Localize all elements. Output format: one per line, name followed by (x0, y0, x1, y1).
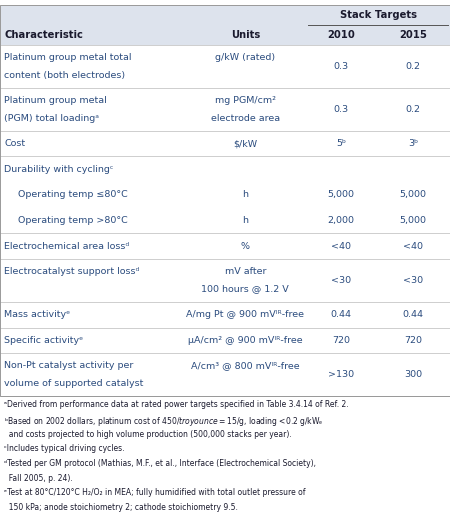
Text: 0.2: 0.2 (405, 62, 420, 71)
Text: μA/cm² @ 900 mVᴵᴿ-free: μA/cm² @ 900 mVᴵᴿ-free (188, 336, 302, 345)
Text: electrode area: electrode area (211, 114, 280, 123)
Bar (0, 302, 450, 327)
Text: 5,000: 5,000 (328, 190, 355, 199)
Text: Mass activityᵉ: Mass activityᵉ (4, 310, 71, 319)
Text: 720: 720 (332, 336, 350, 345)
Text: Platinum group metal: Platinum group metal (4, 96, 107, 105)
Text: 2010: 2010 (327, 30, 355, 40)
Bar (0, 327, 450, 353)
Text: ᵃDerived from performance data at rated power targets specified in Table 3.4.14 : ᵃDerived from performance data at rated … (4, 400, 349, 409)
Text: h: h (242, 190, 248, 199)
Bar (0, 131, 450, 157)
Text: <30: <30 (403, 276, 423, 285)
Text: Fall 2005, p. 24).: Fall 2005, p. 24). (4, 473, 73, 482)
Bar (0, 5, 450, 396)
Text: and costs projected to high volume production (500,000 stacks per year).: and costs projected to high volume produ… (4, 430, 292, 439)
Text: Durability with cyclingᶜ: Durability with cyclingᶜ (4, 165, 114, 174)
Bar (0, 233, 450, 259)
Text: 0.3: 0.3 (333, 62, 348, 71)
Text: g/kW (rated): g/kW (rated) (215, 53, 275, 62)
Bar (0, 45, 450, 88)
Text: 0.44: 0.44 (402, 310, 423, 319)
Text: Characteristic: Characteristic (4, 30, 83, 40)
Text: Non-Pt catalyst activity per: Non-Pt catalyst activity per (4, 361, 134, 370)
Text: A/cm³ @ 800 mVᴵᴿ-free: A/cm³ @ 800 mVᴵᴿ-free (191, 361, 300, 370)
Text: <40: <40 (403, 242, 423, 251)
Text: A/mg Pt @ 900 mVᴵᴿ-free: A/mg Pt @ 900 mVᴵᴿ-free (186, 310, 304, 319)
Text: 5,000: 5,000 (400, 216, 427, 225)
Bar (0, 353, 450, 396)
Text: 5ᵇ: 5ᵇ (336, 139, 346, 148)
Text: <30: <30 (331, 276, 351, 285)
Text: Platinum group metal total: Platinum group metal total (4, 53, 132, 62)
Text: content (both electrodes): content (both electrodes) (4, 71, 126, 80)
Text: 0.44: 0.44 (330, 310, 351, 319)
Text: Electrocatalyst support lossᵈ: Electrocatalyst support lossᵈ (4, 267, 140, 276)
Text: ᶜIncludes typical driving cycles.: ᶜIncludes typical driving cycles. (4, 444, 125, 453)
Text: Operating temp ≤80°C: Operating temp ≤80°C (18, 190, 128, 199)
Text: Cost: Cost (4, 139, 26, 148)
Text: volume of supported catalyst: volume of supported catalyst (4, 379, 144, 388)
Bar (0, 208, 450, 233)
Text: h: h (242, 216, 248, 225)
Text: (PGM) total loadingᵃ: (PGM) total loadingᵃ (4, 114, 99, 123)
Text: mg PGM/cm²: mg PGM/cm² (215, 96, 276, 105)
Text: <40: <40 (331, 242, 351, 251)
Bar (0, 259, 450, 302)
Text: Electrochemical area lossᵈ: Electrochemical area lossᵈ (4, 242, 130, 251)
Text: >130: >130 (328, 370, 354, 379)
Text: 300: 300 (404, 370, 422, 379)
Text: ᵇBased on 2002 dollars, platinum cost of $450 / troy ounce = $15/g, loading <0.2: ᵇBased on 2002 dollars, platinum cost of… (4, 415, 324, 428)
Text: 5,000: 5,000 (400, 190, 427, 199)
Text: 2,000: 2,000 (328, 216, 355, 225)
Text: ᵉTest at 80°C/120°C H₂/O₂ in MEA; fully humidified with total outlet pressure of: ᵉTest at 80°C/120°C H₂/O₂ in MEA; fully … (4, 488, 306, 497)
Bar (0, 88, 450, 131)
Text: Operating temp >80°C: Operating temp >80°C (18, 216, 128, 225)
Text: 0.2: 0.2 (405, 105, 420, 114)
Text: 3ᵇ: 3ᵇ (408, 139, 418, 148)
Text: mV after: mV after (225, 267, 266, 276)
Bar (0, 182, 450, 208)
Text: 150 kPa; anode stoichiometry 2; cathode stoichiometry 9.5.: 150 kPa; anode stoichiometry 2; cathode … (4, 503, 238, 512)
Text: %: % (241, 242, 250, 251)
Bar (0, 5, 450, 45)
Text: $/kW: $/kW (233, 139, 257, 148)
Text: 100 hours @ 1.2 V: 100 hours @ 1.2 V (202, 285, 289, 294)
Text: 0.3: 0.3 (333, 105, 348, 114)
Text: Stack Targets: Stack Targets (339, 10, 417, 20)
Text: ᵈTested per GM protocol (Mathias, M.F., et al., Interface (Electrochemical Socie: ᵈTested per GM protocol (Mathias, M.F., … (4, 459, 316, 468)
Bar (0, 157, 450, 182)
Text: 2015: 2015 (399, 30, 427, 40)
Text: 720: 720 (404, 336, 422, 345)
Text: Units: Units (231, 30, 260, 40)
Text: Specific activityᵉ: Specific activityᵉ (4, 336, 84, 345)
